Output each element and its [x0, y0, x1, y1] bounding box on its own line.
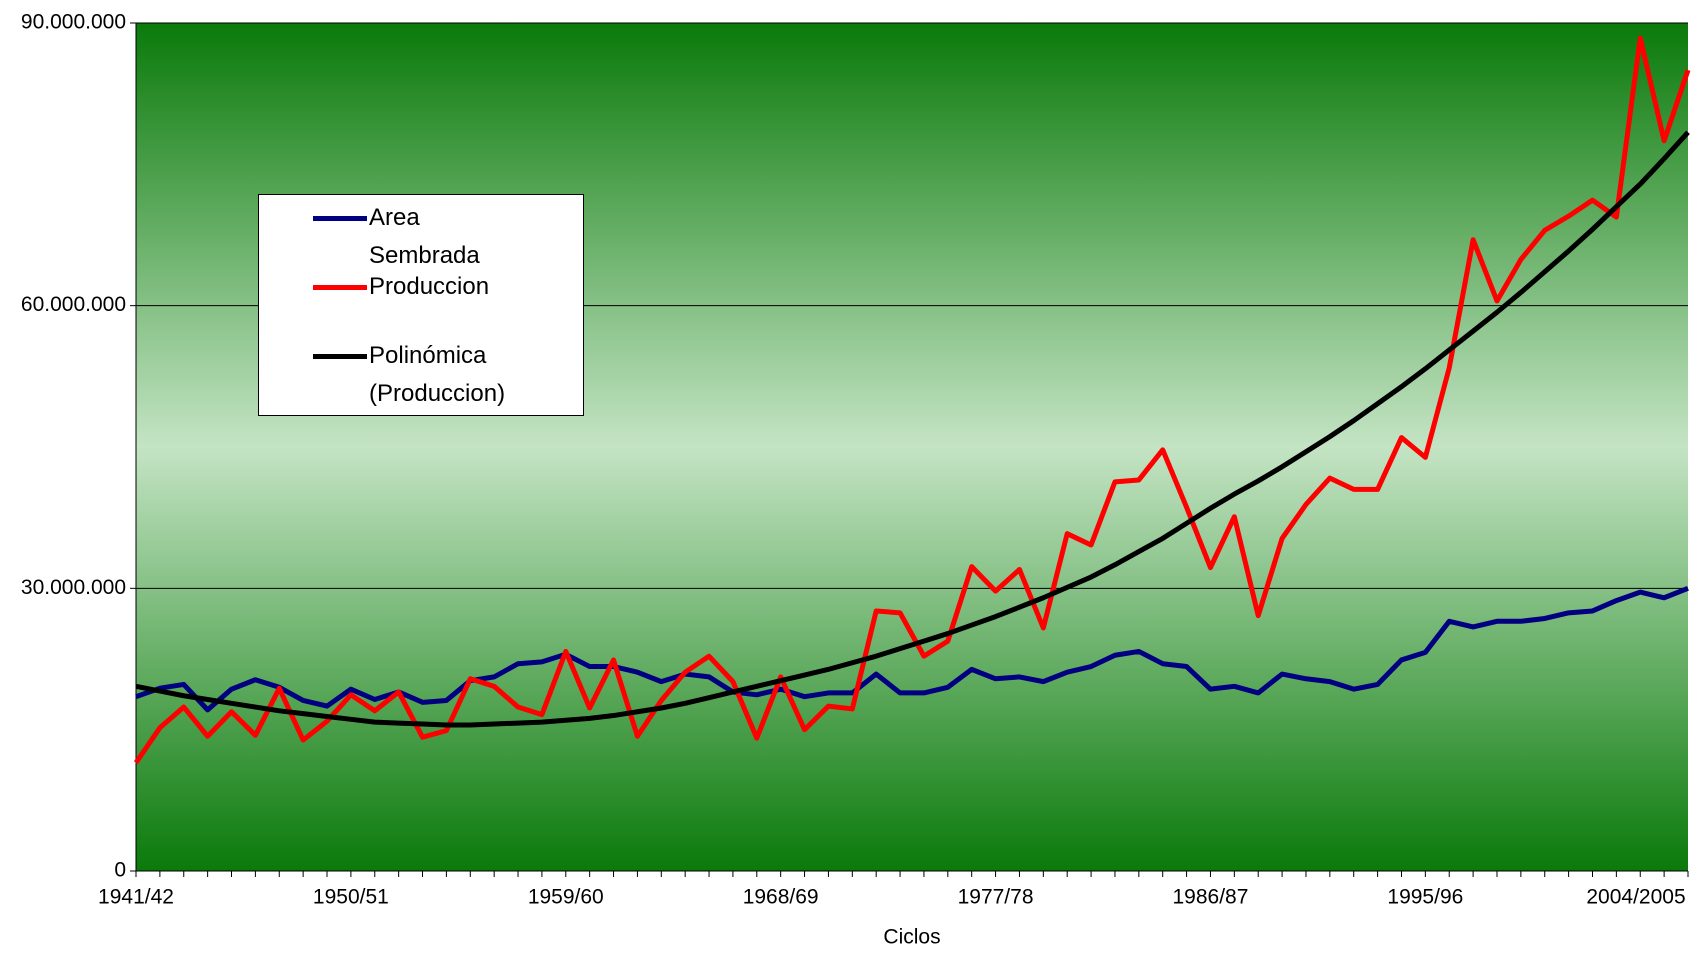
x-tick-label: 1959/60 — [528, 886, 604, 909]
y-tick-label: 0 — [114, 859, 126, 882]
legend-label: Area Sembrada — [369, 204, 480, 269]
plot-area — [136, 23, 1688, 871]
legend-entry: Produccion — [313, 268, 573, 306]
legend-label: Polinómica (Produccion) — [369, 342, 506, 407]
y-tick-label: 60.000.000 — [21, 293, 126, 316]
legend-swatch — [313, 285, 367, 290]
series-line — [133, 35, 1691, 765]
legend-label: Produccion — [369, 273, 490, 300]
legend-swatch — [313, 216, 367, 221]
x-tick-label: 1986/87 — [1173, 886, 1249, 909]
x-tick-label: 1977/78 — [958, 886, 1034, 909]
legend-entry: Polinómica (Produccion) — [313, 337, 573, 413]
legend-entry: Area Sembrada — [313, 199, 573, 275]
x-tick-label: 1995/96 — [1387, 886, 1463, 909]
x-axis-label: Ciclos — [883, 926, 940, 949]
x-tick-label: 1968/69 — [743, 886, 819, 909]
x-tick-label: 2004/2005 — [1586, 886, 1685, 909]
y-tick-label: 30.000.000 — [21, 576, 126, 599]
legend: Area Sembrada Produccion Polinómica (Produ… — [258, 194, 584, 416]
legend-swatch — [313, 354, 367, 359]
x-tick-label: 1950/51 — [313, 886, 389, 909]
x-tick-label: 1941/42 — [98, 886, 174, 909]
y-tick-label: 90.000.000 — [21, 11, 126, 34]
series-line — [135, 130, 1690, 728]
